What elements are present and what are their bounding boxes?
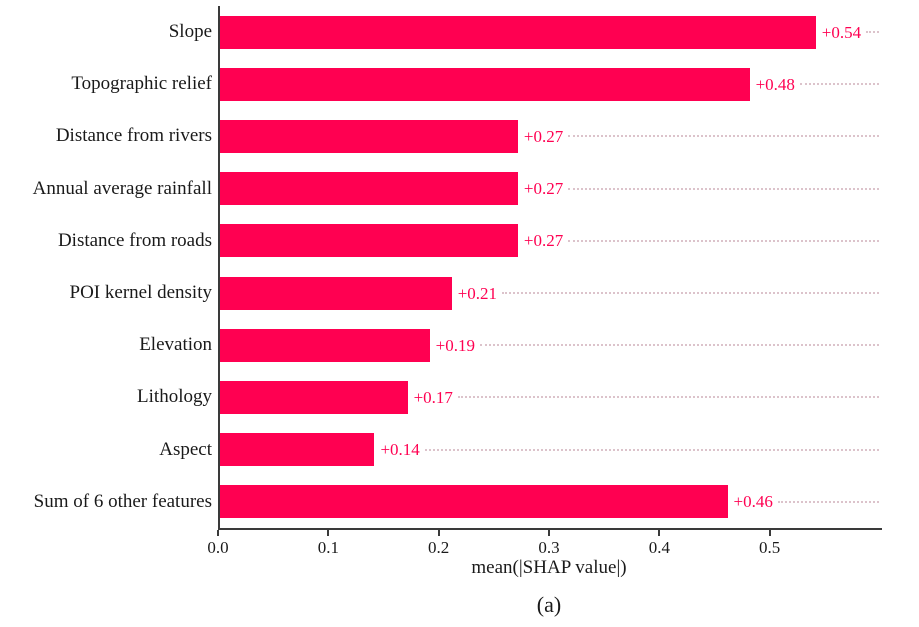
- bar-row: +0.19: [220, 319, 882, 371]
- category-label: Sum of 6 other features: [33, 490, 212, 512]
- bar-row: +0.27: [220, 163, 882, 215]
- leader-dotted-line: [568, 135, 879, 138]
- category-label: Lithology: [137, 386, 212, 408]
- bar-row: +0.21: [220, 267, 882, 319]
- x-tick-mark: [437, 530, 440, 536]
- bar-row: +0.17: [220, 371, 882, 423]
- figure-caption: (a): [536, 592, 562, 617]
- bar: [220, 119, 518, 153]
- value-label: +0.54: [821, 22, 862, 42]
- value-label: +0.21: [457, 283, 498, 303]
- category-label: Slope: [168, 21, 212, 43]
- leader-dotted-line: [479, 344, 879, 347]
- x-axis: 0.0 0.1 0.2 0.3 0.4 0.5: [207, 530, 880, 570]
- leader-dotted-line: [777, 500, 879, 503]
- category-label: Topographic relief: [71, 73, 212, 95]
- bar-row: +0.54: [220, 6, 882, 58]
- x-tick-mark: [217, 530, 219, 536]
- category-label: Distance from roads: [57, 229, 212, 251]
- x-tick-label: 0.5: [759, 538, 781, 557]
- bar-row: +0.27: [220, 110, 882, 162]
- value-label: +0.27: [523, 179, 564, 199]
- bar-row: +0.14: [220, 424, 882, 476]
- bar: [220, 224, 518, 258]
- category-label: Elevation: [139, 334, 212, 356]
- leader-dotted-line: [502, 292, 879, 295]
- y-axis-category-labels: Slope Topographic relief Distance from riv…: [0, 6, 212, 528]
- bar: [220, 433, 375, 467]
- plot-area: +0.54 +0.48 +0.27 +0.27 +0.27 +0.21 +0.19 +0.17…: [218, 6, 882, 530]
- bar: [220, 15, 816, 49]
- bar: [220, 380, 408, 414]
- value-label: +0.14: [380, 440, 420, 460]
- leader-dotted-line: [424, 448, 879, 451]
- x-tick-label: 0.1: [317, 538, 339, 557]
- bar: [220, 67, 750, 101]
- category-label: Aspect: [159, 438, 212, 460]
- bar-row: +0.27: [220, 215, 882, 267]
- x-axis-title: mean(|SHAP value|): [471, 557, 627, 578]
- x-tick-label: 0.2: [428, 538, 450, 557]
- category-label: POI kernel density: [69, 282, 212, 304]
- x-tick-label: 0.3: [538, 538, 560, 557]
- bar: [220, 485, 728, 519]
- x-tick-label: 0.0: [207, 538, 229, 557]
- category-label: Distance from rivers: [55, 125, 212, 147]
- bar-row: +0.46: [220, 476, 882, 528]
- bar: [220, 328, 430, 362]
- category-label: Annual average rainfall: [32, 177, 212, 199]
- x-tick-mark: [658, 530, 661, 536]
- leader-dotted-line: [866, 31, 879, 34]
- value-label: +0.17: [413, 387, 453, 407]
- value-label: +0.27: [523, 126, 564, 146]
- leader-dotted-line: [568, 187, 879, 190]
- x-tick-mark: [768, 530, 771, 536]
- leader-dotted-line: [457, 396, 879, 399]
- x-tick-mark: [548, 530, 550, 536]
- x-tick-label: 0.4: [648, 538, 670, 557]
- bar: [220, 172, 518, 206]
- bar-row: +0.48: [220, 58, 882, 110]
- value-label: +0.19: [435, 335, 475, 355]
- leader-dotted-line: [799, 83, 879, 86]
- x-tick-mark: [327, 530, 330, 536]
- bar: [220, 276, 452, 310]
- value-label: +0.46: [733, 492, 773, 512]
- value-label: +0.27: [523, 231, 564, 251]
- value-label: +0.48: [755, 74, 795, 94]
- leader-dotted-line: [568, 239, 879, 242]
